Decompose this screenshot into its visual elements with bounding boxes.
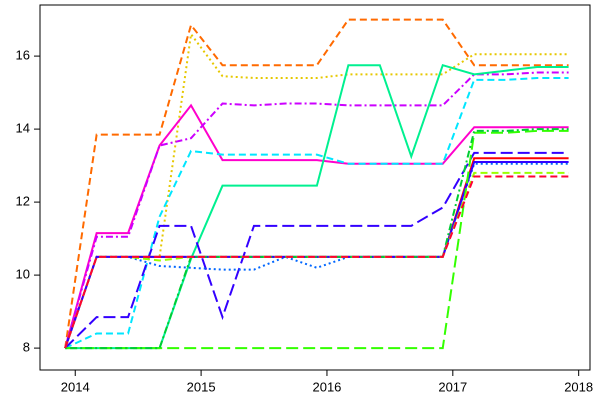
plot-frame [39,4,591,371]
x-tick-label: 2018 [564,379,593,394]
x-tick-label: 2015 [187,379,216,394]
y-tick-label: 10 [16,267,30,282]
series-line [65,129,569,350]
y-tick-label: 12 [16,194,30,209]
series-line [64,171,569,349]
series-line [64,157,569,349]
series-line [64,71,569,349]
series-line [64,31,569,349]
series-line [65,128,569,350]
series-line [64,77,569,350]
series-line [64,175,569,349]
x-tick-label: 2016 [312,379,341,394]
y-tick-label: 16 [16,48,30,63]
series-line [65,63,569,350]
series-line [64,103,569,349]
series-line [64,160,569,349]
series-line [64,18,569,349]
x-tick-label: 2017 [438,379,467,394]
y-tick-label: 14 [16,121,30,136]
y-tick-label: 8 [23,340,30,355]
x-tick-label: 2014 [61,379,90,394]
